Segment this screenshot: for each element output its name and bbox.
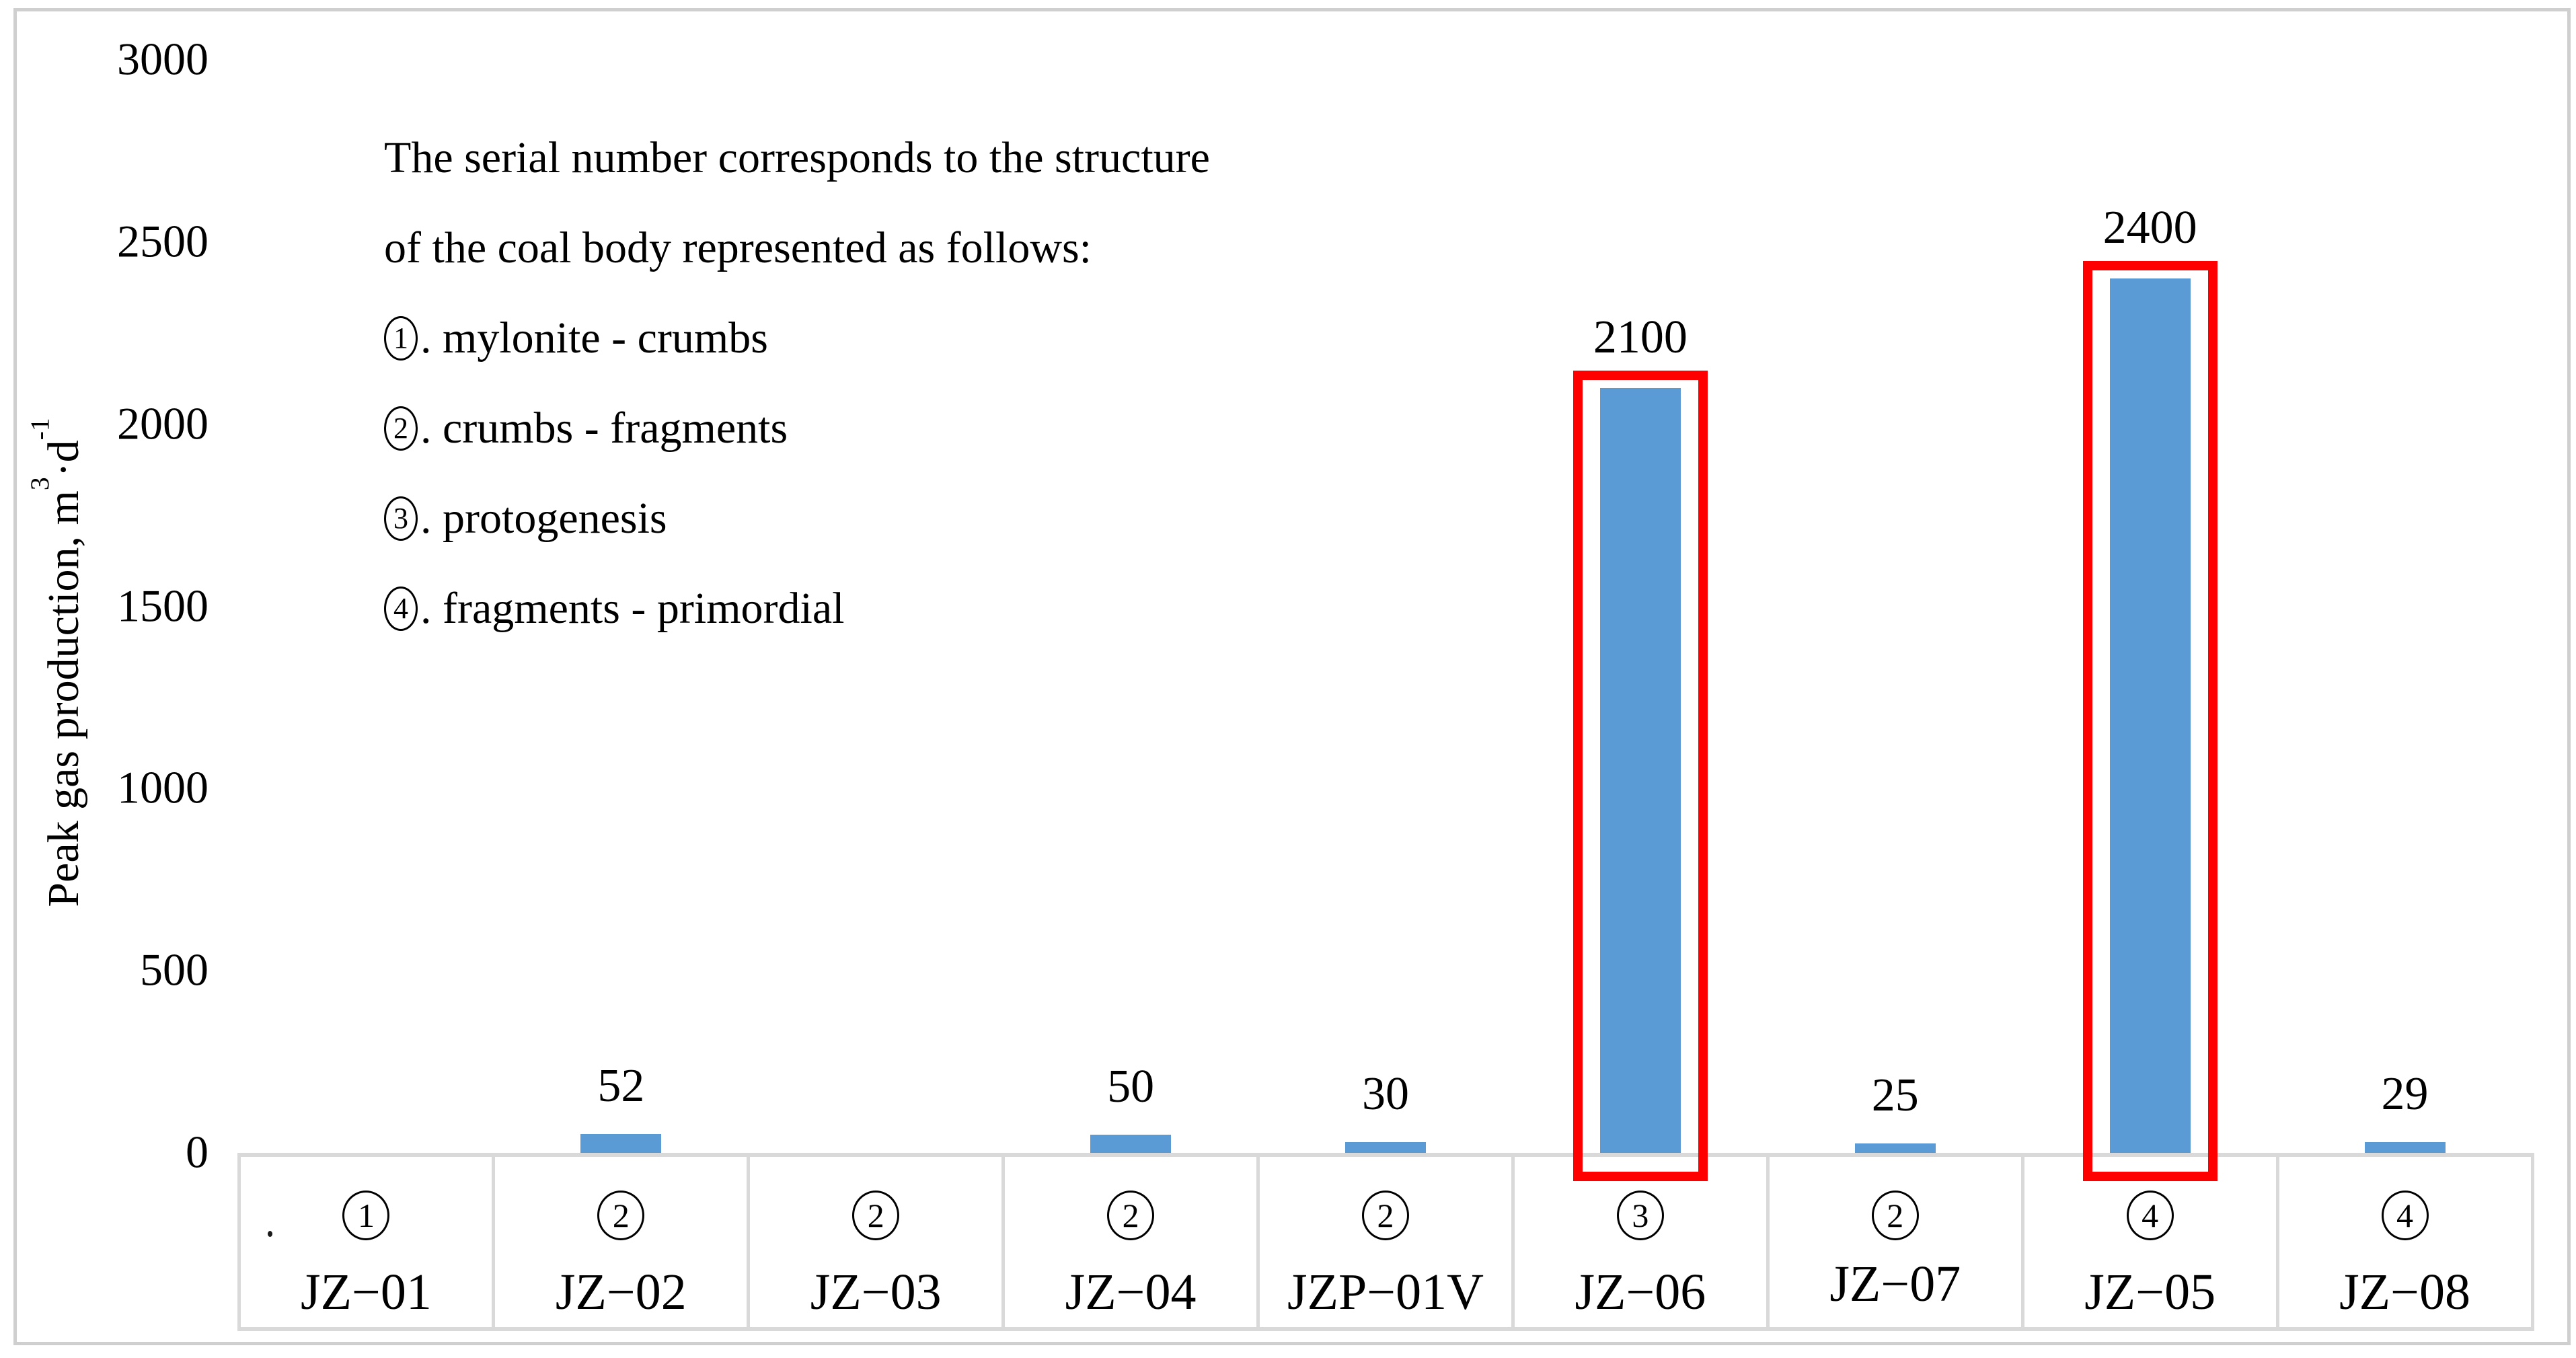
bar: [1599, 387, 1681, 1153]
category-label: JZ−07: [1829, 1256, 1961, 1312]
structure-number-circle: 2: [1362, 1191, 1409, 1240]
bar-value-label: 2100: [1593, 311, 1688, 363]
annotation-line: 4. fragments - primordial: [384, 587, 844, 631]
annotation-text: The serial number corresponds to the str…: [384, 133, 1210, 182]
structure-number-circle: 3: [1616, 1191, 1664, 1240]
y-tick-label: 1000: [117, 762, 209, 814]
bar-value-label: 25: [1871, 1069, 1919, 1122]
annotation-text: . crumbs - fragments: [420, 404, 788, 453]
structure-number-circle: 2: [1107, 1191, 1155, 1240]
y-axis-title-superscript: 3: [25, 477, 55, 491]
y-tick-label: 1500: [117, 580, 209, 632]
category-divider: [237, 1153, 241, 1331]
figure-border: [13, 8, 2571, 1345]
category-label: JZP−01V: [1287, 1264, 1484, 1320]
annotation-text: . fragments - primordial: [420, 584, 845, 633]
bar: [1345, 1141, 1426, 1153]
annotation-text: of the coal body represented as follows:: [384, 223, 1092, 272]
annotation-line: of the coal body represented as follows:: [384, 226, 1092, 270]
circled-number: 2: [384, 406, 418, 451]
y-tick-label: 2000: [117, 398, 209, 449]
y-tick-label: 3000: [117, 33, 209, 85]
bar-value-label: 50: [1107, 1060, 1155, 1112]
structure-number-circle: 2: [1871, 1191, 1919, 1240]
stray-mark: [268, 1231, 272, 1237]
structure-number-circle: 1: [342, 1191, 390, 1240]
category-divider: [1766, 1153, 1770, 1331]
bar: [2364, 1142, 2446, 1153]
category-divider: [747, 1153, 751, 1331]
annotation-line: 3. protogenesis: [384, 496, 667, 541]
annotation-text: . protogenesis: [420, 494, 667, 543]
category-label: JZ−08: [2339, 1264, 2470, 1320]
category-label: JZ−03: [810, 1264, 942, 1320]
y-axis-title-unit: ·d: [39, 440, 88, 478]
category-divider: [1001, 1153, 1006, 1331]
category-label: JZ−06: [1575, 1264, 1706, 1320]
circled-number: 4: [384, 587, 418, 631]
annotation-line: 2. crumbs - fragments: [384, 406, 788, 451]
circled-number: 3: [384, 496, 418, 541]
bar: [1090, 1134, 1172, 1153]
bar: [580, 1133, 662, 1153]
bar-value-label: 30: [1362, 1067, 1409, 1120]
annotation-line: 1. mylonite - crumbs: [384, 316, 768, 361]
structure-number-circle: 2: [852, 1191, 900, 1240]
category-divider: [1256, 1153, 1260, 1331]
circled-number: 1: [384, 316, 418, 361]
structure-number-circle: 4: [2126, 1191, 2174, 1240]
y-axis-title: Peak gas production, m3·d-1: [25, 418, 88, 907]
category-divider: [2275, 1153, 2279, 1331]
y-axis-title-superscript-2: -1: [25, 418, 55, 441]
y-axis-title-text: Peak gas production, m: [39, 490, 88, 907]
structure-number-circle: 4: [2381, 1191, 2429, 1240]
category-label: JZ−04: [1065, 1264, 1197, 1320]
bar-value-label: 52: [597, 1059, 645, 1112]
x-axis-line: [239, 1153, 2532, 1157]
y-tick-label: 0: [186, 1126, 209, 1178]
category-label: JZ−01: [301, 1264, 432, 1320]
category-divider: [1511, 1153, 1515, 1331]
annotation-text: . mylonite - crumbs: [420, 313, 768, 363]
category-label: JZ−05: [2084, 1264, 2216, 1320]
highlight-box: [2082, 261, 2218, 1181]
bar: [1854, 1143, 1936, 1153]
bar: [2109, 278, 2191, 1153]
category-divider: [492, 1153, 496, 1331]
category-divider: [2020, 1153, 2024, 1331]
y-tick-label: 500: [140, 944, 209, 995]
y-tick-label: 2500: [117, 215, 209, 267]
highlight-box: [1573, 370, 1708, 1181]
category-divider: [2530, 1153, 2534, 1331]
bar-value-label: 2400: [2103, 202, 2197, 254]
bar-value-label: 29: [2381, 1068, 2429, 1121]
annotation-line: The serial number corresponds to the str…: [384, 136, 1210, 180]
category-label: JZ−02: [555, 1264, 687, 1320]
structure-number-circle: 2: [597, 1191, 645, 1240]
category-table-bottom-line: [239, 1327, 2532, 1331]
